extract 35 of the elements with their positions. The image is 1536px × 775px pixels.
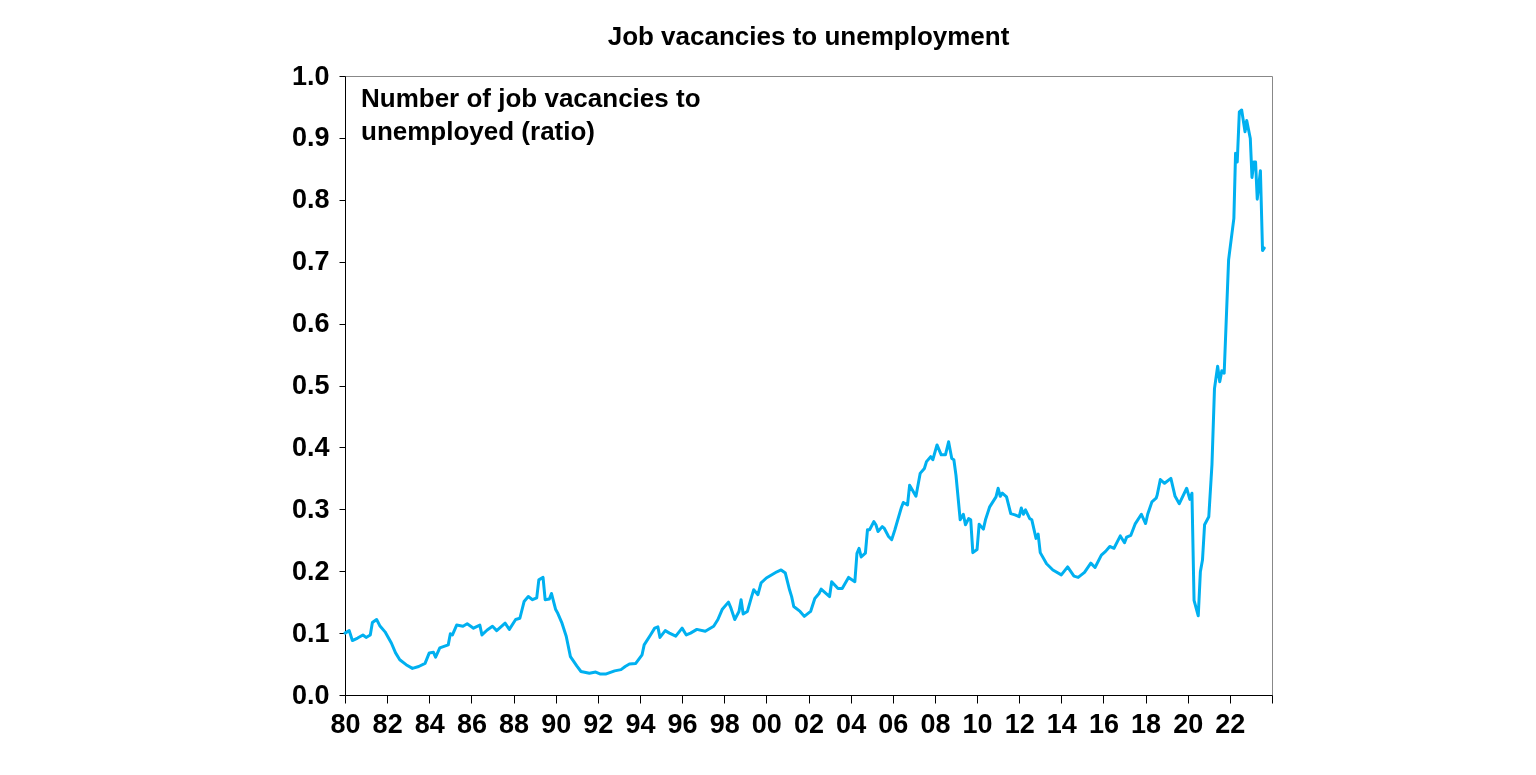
- x-tick-label: 16: [1088, 708, 1119, 739]
- x-tick-label: 82: [372, 708, 403, 739]
- y-tick-label: 0.6: [291, 308, 330, 339]
- x-tick-label: 06: [878, 708, 909, 739]
- x-tick-label: 98: [709, 708, 740, 739]
- x-tick-label: 12: [1004, 708, 1035, 739]
- y-tick-label: 1.0: [291, 60, 330, 91]
- x-tick-label: 00: [751, 708, 782, 739]
- y-tick-label: 0.5: [291, 370, 330, 400]
- annotation: Number of job vacancies to unemployed (ratio): [361, 83, 701, 146]
- y-tick-label: 0.3: [291, 493, 330, 524]
- x-tick-label: 88: [499, 708, 530, 739]
- x-tick-label: 14: [1046, 708, 1077, 739]
- x-tick-label: 10: [962, 708, 993, 739]
- x-tick-label: 20: [1173, 708, 1204, 739]
- y-tick-label: 0.7: [291, 246, 330, 277]
- x-tick-label: 96: [667, 708, 698, 739]
- x-tick-label: 80: [330, 708, 361, 739]
- y-tick-label: 0.4: [291, 431, 330, 462]
- x-tick-label: 92: [583, 708, 614, 739]
- y-tick-label: 0.1: [291, 617, 330, 648]
- chart-title: Job vacancies to unemployment: [607, 21, 1010, 51]
- x-tick-label: 08: [920, 708, 951, 739]
- y-tick-label: 0.9: [291, 122, 330, 153]
- y-tick-label: 0.0: [291, 679, 330, 710]
- x-tick-label: 02: [793, 708, 825, 739]
- x-tick-label: 94: [625, 708, 656, 739]
- x-tick-label: 86: [456, 708, 487, 739]
- x-tick-label: 18: [1131, 708, 1162, 739]
- x-tick-label: 22: [1215, 708, 1246, 739]
- y-tick-label: 0.8: [291, 184, 330, 215]
- x-tick-label: 84: [414, 708, 445, 739]
- x-tick-label: 04: [836, 708, 867, 739]
- x-tick-label: 90: [541, 708, 572, 739]
- y-tick-label: 0.2: [291, 555, 330, 586]
